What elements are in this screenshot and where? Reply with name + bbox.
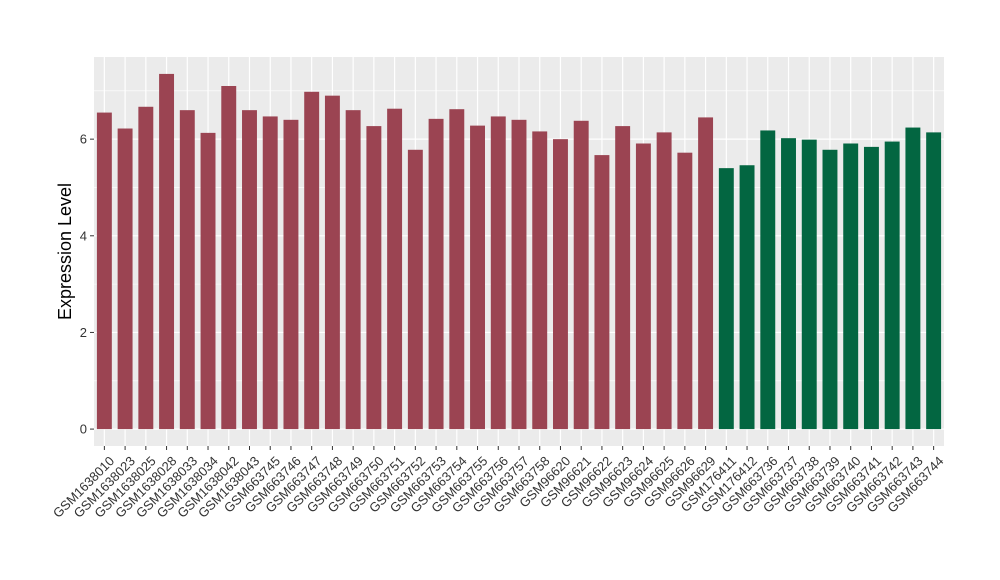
bar-GSM663752 [407, 149, 423, 430]
y-tick-label: 2 [80, 325, 87, 340]
bar-GSM663757 [511, 119, 527, 430]
bar-GSM96625 [656, 132, 672, 430]
bar-GSM96620 [553, 139, 568, 430]
bar-GSM1638010 [96, 112, 112, 430]
bar-GSM96623 [615, 126, 631, 430]
y-tick-label: 6 [80, 132, 87, 147]
bar-GSM1638034 [200, 132, 216, 430]
bar-GSM663744 [926, 132, 942, 430]
bar-GSM663738 [801, 139, 817, 430]
bar-GSM663737 [781, 138, 796, 430]
bar-GSM663745 [262, 116, 278, 430]
bar-GSM176411 [718, 168, 734, 430]
bar-GSM96629 [698, 117, 714, 430]
bar-GSM96621 [573, 120, 589, 430]
x-axis-ticks: GSM1638010GSM1638023GSM1638025GSM1638028… [50, 446, 947, 521]
bar-GSM96622 [594, 155, 610, 430]
bar-GSM663749 [345, 110, 361, 430]
bar-GSM663746 [283, 119, 299, 430]
bar-GSM663741 [863, 146, 879, 430]
bar-GSM1638042 [221, 85, 237, 430]
bar-GSM1638033 [179, 110, 195, 430]
bar-GSM663753 [428, 118, 444, 430]
bar-GSM663739 [822, 149, 838, 430]
y-axis-ticks: 0 2 4 6 [80, 132, 94, 437]
bar-GSM663743 [905, 127, 921, 430]
bar-GSM96624 [635, 143, 651, 430]
bar-GSM663750 [366, 126, 382, 430]
bar-GSM663756 [490, 116, 506, 430]
y-tick-label: 4 [80, 228, 87, 243]
bar-GSM663755 [470, 125, 485, 430]
bar-GSM1638043 [242, 110, 257, 430]
bar-GSM663754 [449, 109, 465, 430]
bar-GSM1638025 [138, 106, 154, 430]
bar-GSM176412 [739, 165, 755, 430]
bar-GSM1638023 [117, 128, 133, 430]
bar-GSM663747 [304, 91, 320, 430]
y-tick-label: 0 [80, 422, 87, 437]
bar-GSM663742 [884, 141, 900, 430]
bars [96, 73, 942, 430]
bar-GSM1638028 [159, 73, 175, 430]
bar-GSM663748 [324, 95, 340, 430]
y-axis-title: Expression Level [55, 183, 75, 320]
bar-GSM663751 [387, 108, 403, 430]
bar-GSM663758 [532, 131, 548, 430]
bar-GSM96626 [677, 152, 693, 430]
bar-GSM663740 [843, 143, 859, 430]
bar-GSM663736 [760, 130, 776, 430]
